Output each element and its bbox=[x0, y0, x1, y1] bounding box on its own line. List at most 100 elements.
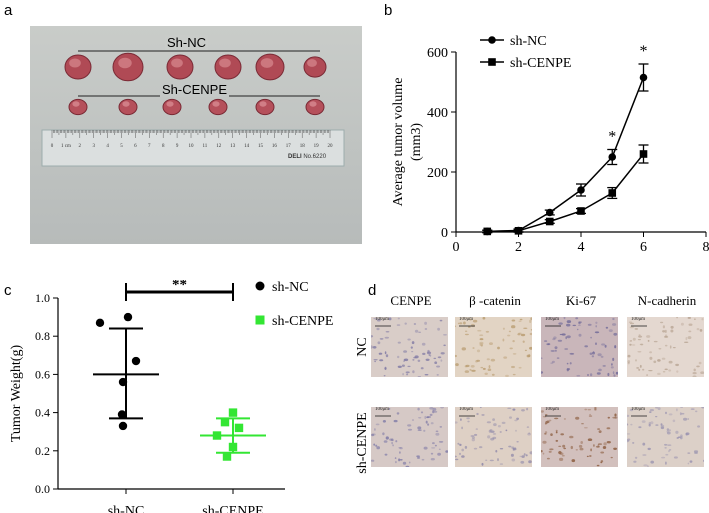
scale-bar-label: 100μm bbox=[631, 317, 646, 322]
scale-bar-label: 100μm bbox=[545, 407, 560, 412]
ihc-row-label: NC bbox=[355, 337, 370, 357]
nc-tumor-highlight bbox=[118, 57, 132, 69]
ihc-column-header: β -catenin bbox=[469, 293, 521, 308]
ihc-image: 100μm bbox=[541, 317, 618, 377]
x-tick-label: 0 bbox=[453, 240, 460, 255]
ruler-number: 15 bbox=[258, 144, 264, 149]
series-line-sh-CENPE bbox=[487, 153, 645, 233]
ihc-texture bbox=[371, 317, 447, 377]
ihc-column-header: N-cadherin bbox=[637, 293, 697, 308]
ruler-number: 7 bbox=[148, 144, 151, 149]
tumor-photo: 0 1 cm 2 3 4 5 6 7 8 9 10 11 12 13 14 15 16 17 18 19 20 Sh-N… bbox=[30, 26, 362, 244]
ihc-image: 100μm bbox=[455, 317, 532, 377]
ruler-number: 19 bbox=[314, 144, 320, 149]
ihc-image: 100μm bbox=[371, 317, 448, 377]
x-tick-label: 6 bbox=[640, 240, 647, 255]
ruler-number: 17 bbox=[286, 144, 292, 149]
panel-b-label: b bbox=[384, 2, 393, 19]
ihc-row-label: sh-CENPE bbox=[355, 412, 370, 474]
tumor-photo-svg: 0 1 cm 2 3 4 5 6 7 8 9 10 11 12 13 14 15 16 17 18 19 20 bbox=[41, 50, 345, 167]
ruler: 0 1 cm 2 3 4 5 6 7 8 9 10 11 12 13 14 15 16 17 18 19 20 bbox=[41, 129, 345, 167]
data-point-square bbox=[639, 150, 648, 158]
significance-star: * bbox=[608, 129, 616, 146]
chart-c-axes: 0.0 0.2 0.4 0.6 0.8 1.0 sh-NC sh-CENPE Tumor Wei… bbox=[9, 291, 285, 513]
y-tick-label: 0.2 bbox=[35, 444, 50, 458]
ruler-number: 2 bbox=[79, 144, 82, 149]
x-tick-label: sh-NC bbox=[108, 504, 145, 513]
ruler-number: 6 bbox=[134, 144, 137, 149]
ihc-column-header: CENPE bbox=[390, 293, 432, 308]
ruler-number: 8 bbox=[162, 144, 165, 149]
data-point-circle bbox=[545, 208, 554, 217]
ruler-brand: DELI No.6220 bbox=[288, 154, 326, 160]
scale-bar-label: 100μm bbox=[375, 407, 390, 412]
y-tick-label: 600 bbox=[427, 46, 448, 61]
ihc-image: 100μm bbox=[627, 317, 704, 377]
x-tick-label: 4 bbox=[578, 240, 585, 255]
series-line-sh-NC bbox=[487, 77, 645, 233]
data-point-square bbox=[483, 227, 492, 236]
cenpe-tumor bbox=[118, 98, 138, 116]
chart-b-legend: sh-NC sh-CENPE bbox=[480, 34, 571, 71]
ihc-texture bbox=[371, 407, 448, 467]
label-sh-cenpe: Sh-CENPE bbox=[160, 82, 230, 97]
scale-bar-label: 100μm bbox=[459, 317, 474, 322]
ruler-number: 18 bbox=[300, 144, 306, 149]
ruler-number: 13 bbox=[230, 144, 236, 149]
data-point-square bbox=[514, 227, 523, 235]
nc-tumor-highlight bbox=[307, 59, 317, 67]
legend-label: sh-CENPE bbox=[510, 56, 571, 71]
nc-tumor-highlight bbox=[171, 58, 183, 68]
ruler-number: 4 bbox=[106, 144, 109, 149]
y-tick-label: 0 bbox=[441, 226, 448, 241]
data-point-circle bbox=[117, 410, 127, 419]
y-tick-label: 400 bbox=[427, 106, 448, 121]
x-tick-label: sh-CENPE bbox=[202, 504, 263, 513]
data-point-circle bbox=[131, 356, 141, 366]
ruler-number: 5 bbox=[120, 144, 123, 149]
scale-bar-label: 100μm bbox=[459, 407, 474, 412]
ihc-image: 100μm bbox=[627, 407, 704, 467]
ruler-number: 10 bbox=[189, 144, 195, 149]
scale-bar-label: 100μm bbox=[631, 407, 646, 412]
x-tick-label: 8 bbox=[703, 240, 709, 255]
ruler-number: 0 bbox=[51, 144, 54, 149]
y-tick-label: 0.0 bbox=[35, 482, 50, 496]
ruler-number: 1 cm bbox=[61, 144, 71, 149]
ihc-texture bbox=[627, 317, 704, 377]
legend-label: sh-CENPE bbox=[272, 314, 333, 329]
chart-tumor-volume: 024680200400600Time (weeks)Average tumor… bbox=[391, 34, 709, 255]
y-axis-label: Average tumor volume (mm3) bbox=[391, 78, 424, 207]
y-axis-label: Tumor Weight(g) bbox=[9, 345, 24, 443]
chart-c-series: ** bbox=[93, 280, 266, 461]
cenpe-tumor-highlight bbox=[122, 101, 130, 107]
legend-marker-circle bbox=[255, 281, 265, 291]
cenpe-tumor-highlight bbox=[166, 101, 174, 107]
data-point-square bbox=[234, 423, 244, 433]
ihc-texture bbox=[455, 317, 532, 377]
y-tick-label: 0.4 bbox=[35, 406, 50, 420]
legend-marker-square bbox=[488, 58, 496, 66]
chart-c-legend: sh-NC sh-CENPE bbox=[255, 280, 333, 329]
legend-marker-circle bbox=[488, 36, 496, 44]
label-sh-nc: Sh-NC bbox=[165, 35, 209, 50]
y-tick-label: 200 bbox=[427, 166, 448, 181]
legend-label: sh-NC bbox=[272, 280, 309, 295]
ihc-texture bbox=[627, 407, 704, 467]
ihc-texture bbox=[541, 317, 618, 377]
ihc-texture bbox=[541, 407, 618, 467]
data-point-square bbox=[608, 189, 617, 197]
panel-d-label: d bbox=[368, 282, 377, 299]
data-point-circle bbox=[577, 186, 585, 194]
cenpe-tumor-highlight bbox=[212, 101, 220, 107]
ruler-number: 16 bbox=[272, 144, 278, 149]
cenpe-tumor bbox=[255, 98, 275, 116]
nc-tumor-group bbox=[64, 52, 327, 82]
panel-c-label: c bbox=[4, 282, 12, 299]
cenpe-tumor bbox=[162, 98, 182, 116]
ruler-brand-text: DELI bbox=[288, 154, 302, 160]
ruler-number: 11 bbox=[202, 144, 207, 149]
cenpe-tumor-highlight bbox=[72, 101, 80, 107]
chart-b-axes: 024680200400600Time (weeks)Average tumor… bbox=[391, 46, 709, 255]
data-point-square bbox=[545, 217, 554, 226]
